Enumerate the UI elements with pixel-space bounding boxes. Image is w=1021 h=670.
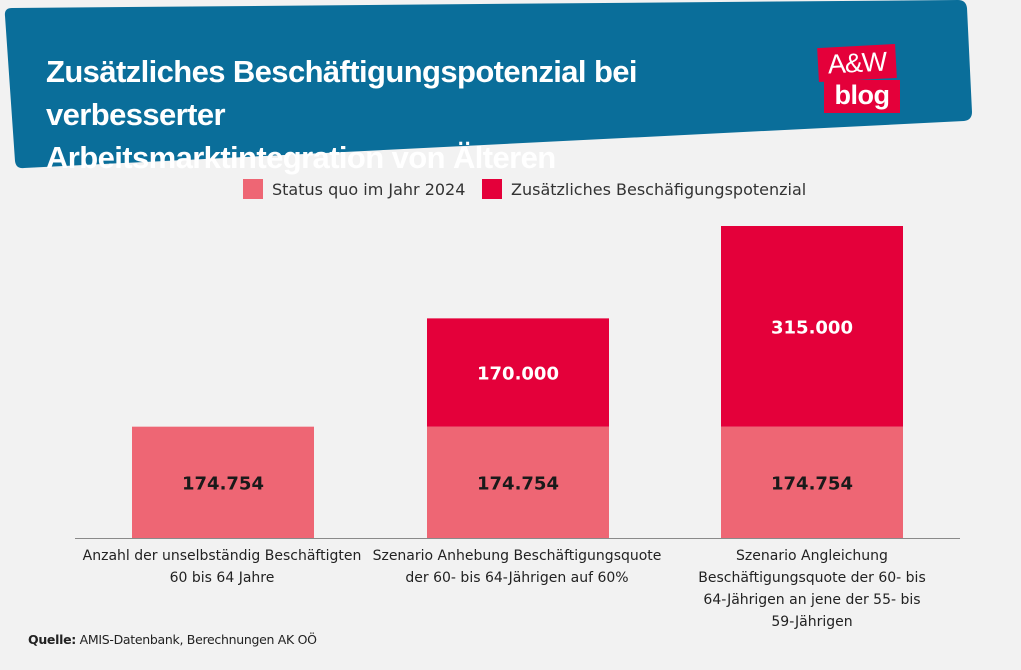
data-label-cat1-series1: 174.754 — [182, 473, 264, 494]
category-label-1-line-1: Anzahl der unselbständig Beschäftigten — [82, 548, 362, 564]
bar-segment-cat3-series1 — [721, 426, 903, 538]
legend-swatch-status-quo — [243, 179, 263, 199]
category-label-3-line-4: 59-Jährigen — [771, 614, 853, 630]
category-label-3-line-1: Szenario Angleichung — [736, 548, 888, 564]
category-label-1: Anzahl der unselbständig Beschäftigten 6… — [72, 545, 372, 589]
chart-title: Zusätzliches Beschäftigungspotenzial bei… — [46, 50, 806, 179]
chart-title-line-2: Arbeitsmarktintegration von Älteren — [46, 140, 556, 175]
category-label-2-line-2: der 60- bis 64-Jährigen auf 60% — [405, 570, 629, 586]
source-text: AMIS-Datenbank, Berechnungen AK OÖ — [75, 632, 317, 647]
data-label-cat2-series2: 170.000 — [477, 364, 559, 385]
legend-label-status-quo: Status quo im Jahr 2024 — [272, 179, 466, 199]
bar-segment-cat1-series1 — [132, 426, 314, 538]
logo-blog-text: blog — [824, 80, 900, 113]
source-note: Quelle: AMIS-Datenbank, Berechnungen AK … — [28, 632, 317, 647]
bar-segment-cat2-series1 — [427, 426, 609, 538]
source-label: Quelle: — [28, 632, 76, 647]
bar-segment-cat3-series2 — [721, 226, 903, 427]
category-label-3: Szenario Angleichung Beschäftigungsquote… — [662, 545, 962, 633]
legend-item-status-quo: Status quo im Jahr 2024 — [243, 178, 465, 200]
category-label-2: Szenario Anhebung Beschäftigungsquote de… — [367, 545, 667, 589]
data-label-cat3-series2: 315.000 — [771, 317, 853, 338]
chart-legend: Status quo im Jahr 2024 Zusätzliches Bes… — [0, 178, 1021, 200]
legend-item-zusaetzlich: Zusätzliches Beschäfigungspotenzial — [482, 178, 806, 200]
category-label-1-line-2: 60 bis 64 Jahre — [169, 570, 275, 586]
legend-label-zusaetzlich: Zusätzliches Beschäfigungspotenzial — [511, 179, 807, 199]
data-label-cat2-series1: 174.754 — [477, 473, 559, 494]
category-label-2-line-1: Szenario Anhebung Beschäftigungsquote — [372, 548, 662, 564]
legend-swatch-zusaetzlich — [482, 179, 502, 199]
header-banner-shape — [4, 0, 972, 169]
header-banner: Zusätzliches Beschäftigungspotenzial bei… — [0, 0, 1021, 175]
category-label-3-line-2: Beschäftigungsquote der 60- bis — [698, 570, 926, 586]
data-label-cat3-series1: 174.754 — [771, 473, 853, 494]
category-label-3-line-3: 64-Jährigen an jene der 55- bis — [703, 592, 921, 608]
aw-blog-logo[interactable]: A&W blog — [817, 43, 900, 113]
chart-title-line-1: Zusätzliches Beschäftigungspotenzial bei… — [46, 54, 638, 132]
bar-segment-cat2-series2 — [427, 318, 609, 427]
